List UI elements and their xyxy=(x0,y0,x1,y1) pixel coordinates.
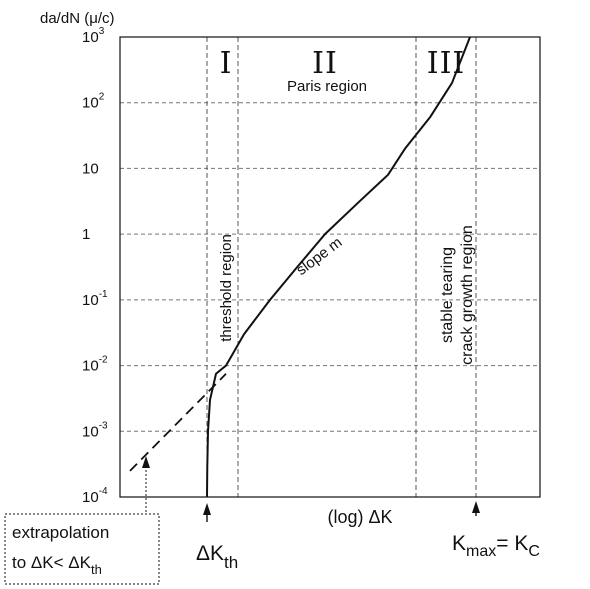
stable-tearing-label: stable tearing xyxy=(439,247,456,343)
plot-frame xyxy=(119,36,541,498)
region-iii-numeral: III xyxy=(427,46,466,81)
paris-region-label: Paris region xyxy=(287,78,367,95)
extrapolation-note-line2: to ΔK< ΔKth xyxy=(12,553,102,577)
kc-arrow-head xyxy=(472,501,480,513)
region-ii-numeral: II xyxy=(312,46,338,81)
crack-growth-region-label: crack growth region xyxy=(459,225,476,365)
y-tick-label: 10-2 xyxy=(82,355,108,375)
extrapolation-arrow-head xyxy=(142,456,150,468)
x-axis-label: (log) ΔK xyxy=(327,507,392,527)
region-i-numeral: I xyxy=(220,46,233,81)
extrapolation-line xyxy=(129,373,227,472)
y-tick-label: 1 xyxy=(82,226,90,243)
delta-k-th-label: ΔKth xyxy=(196,542,238,572)
threshold-region-label: threshold region xyxy=(218,234,235,342)
crack-growth-curve xyxy=(206,36,471,498)
y-axis-label: da/dN (μ/c) xyxy=(40,10,115,27)
threshold-arrow-head xyxy=(203,503,211,515)
extrapolation-note-box xyxy=(4,513,160,585)
y-tick-label: 10-4 xyxy=(82,486,108,506)
y-tick-label: 10 xyxy=(82,160,99,177)
y-tick-label: 10-1 xyxy=(82,289,108,309)
y-tick-label: 102 xyxy=(82,92,105,112)
y-tick-label: 10-3 xyxy=(82,420,108,440)
extrapolation-note-line1: extrapolation xyxy=(12,523,109,542)
kmax-kc-label: Kmax= KC xyxy=(452,532,540,560)
y-tick-label: 103 xyxy=(82,26,105,46)
